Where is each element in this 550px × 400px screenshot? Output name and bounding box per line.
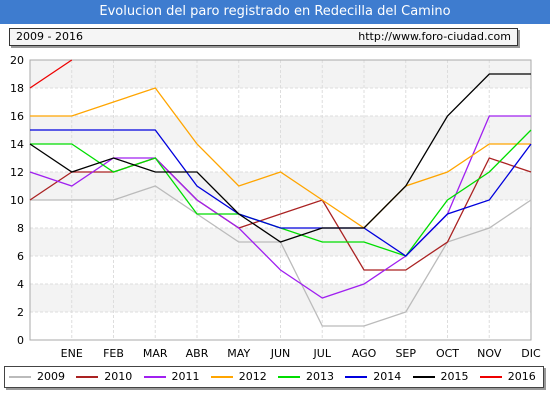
y-tick-label: 2	[17, 306, 24, 319]
legend-label: 2016	[507, 370, 536, 383]
legend-item-2009: 2009	[9, 367, 72, 387]
y-tick-label: 14	[10, 138, 24, 151]
x-tick-label: MAY	[227, 347, 250, 360]
series-line-2015	[29, 73, 531, 243]
legend-swatch	[210, 376, 233, 378]
legend-swatch	[9, 376, 31, 378]
y-tick-label: 10	[10, 194, 24, 207]
y-tick-label: 8	[17, 222, 24, 235]
legend-label: 2014	[373, 370, 402, 383]
legend-label: 2011	[171, 370, 200, 383]
legend-swatch	[278, 376, 300, 378]
x-tick-label: JUN	[270, 347, 291, 360]
x-tick-label: NOV	[477, 347, 502, 360]
y-tick-label: 20	[10, 54, 24, 67]
legend-item-2016: 2016	[479, 367, 543, 387]
legend-label: 2010	[104, 370, 133, 383]
y-tick-label: 16	[10, 110, 24, 123]
series-line-2014	[30, 129, 532, 257]
chart-title: Evolucion del paro registrado en Redecil…	[0, 0, 550, 24]
legend-label: 2009	[37, 370, 65, 383]
legend-swatch	[76, 376, 99, 378]
legend-item-2013: 2013	[278, 367, 341, 387]
x-tick-label: OCT	[436, 347, 459, 360]
x-tick-label: ABR	[186, 347, 209, 360]
y-tick-label: 6	[17, 250, 24, 263]
legend-label: 2012	[238, 370, 267, 383]
y-tick-label: 18	[10, 82, 24, 95]
source-url[interactable]: http://www.foro-ciudad.com	[358, 30, 511, 43]
legend-label: 2015	[440, 370, 469, 383]
legend-swatch	[412, 376, 435, 378]
legend-swatch	[479, 376, 502, 378]
legend-label: 2013	[306, 370, 334, 383]
period-label: 2009 - 2016	[16, 30, 83, 43]
legend: 2009 2010 2011 2012 2013 2014 2015 2016	[4, 366, 544, 388]
legend-item-2010: 2010	[76, 367, 139, 387]
series-line-2012	[30, 87, 531, 229]
legend-item-2015: 2015	[412, 367, 476, 387]
legend-swatch	[143, 376, 166, 378]
y-tick-label: 4	[17, 278, 24, 291]
grid-band	[30, 60, 531, 88]
line-chart: 0 2 4 6 8 10 12 14 16 18 20 ENE FEB MAR ABR MAY JUN JUL AG…	[10, 54, 541, 360]
x-tick-label: AGO	[352, 347, 377, 360]
x-tick-label: JUL	[313, 347, 332, 360]
x-tick-label: MAR	[143, 347, 168, 360]
x-tick-label: DIC	[521, 347, 541, 360]
x-tick-label: ENE	[61, 347, 83, 360]
series-line-2016	[29, 59, 73, 89]
info-bar: 2009 - 2016 http://www.foro-ciudad.com	[9, 28, 518, 46]
y-tick-label: 12	[10, 166, 24, 179]
x-tick-label: FEB	[103, 347, 124, 360]
legend-item-2011: 2011	[143, 367, 207, 387]
x-tick-label: SEP	[395, 347, 416, 360]
legend-swatch	[345, 376, 368, 378]
legend-item-2014: 2014	[345, 367, 408, 387]
y-tick-label: 0	[17, 334, 24, 347]
legend-item-2012: 2012	[210, 367, 274, 387]
